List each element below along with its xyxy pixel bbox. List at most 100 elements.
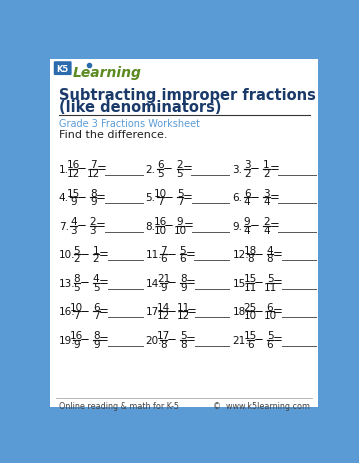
Text: =: = (273, 304, 283, 317)
Text: =: = (269, 162, 279, 175)
Text: Learning: Learning (73, 66, 142, 80)
Text: 1: 1 (93, 245, 99, 255)
Text: 14: 14 (157, 302, 170, 312)
Text: 15: 15 (244, 274, 257, 284)
Text: 21.: 21. (232, 335, 249, 345)
Text: 15: 15 (244, 331, 257, 341)
Text: =: = (96, 190, 106, 203)
Text: −: − (77, 190, 87, 203)
Text: =: = (273, 247, 283, 260)
Text: =: = (186, 332, 196, 345)
Text: −: − (79, 276, 89, 289)
Text: 8.: 8. (146, 221, 155, 231)
Text: 21: 21 (157, 274, 170, 284)
Text: 8: 8 (267, 254, 273, 264)
Text: −: − (250, 190, 260, 203)
Text: 12: 12 (67, 169, 80, 179)
Text: 7: 7 (73, 311, 80, 321)
Text: 10: 10 (244, 311, 257, 321)
Text: 5: 5 (157, 169, 164, 179)
Text: 12: 12 (87, 169, 100, 179)
Text: −: − (164, 219, 173, 232)
Text: =: = (186, 276, 196, 289)
Text: 5: 5 (180, 245, 186, 255)
Text: 5: 5 (73, 282, 80, 292)
Text: Grade 3 Fractions Worksheet: Grade 3 Fractions Worksheet (59, 119, 200, 129)
Text: 13.: 13. (59, 278, 75, 288)
Text: 9: 9 (180, 282, 187, 292)
Text: 16: 16 (67, 160, 80, 170)
Text: 5: 5 (177, 188, 183, 199)
Text: 3: 3 (263, 188, 270, 199)
Text: K5: K5 (57, 64, 69, 74)
Text: 8: 8 (180, 274, 187, 284)
Text: 6: 6 (267, 339, 273, 349)
Text: 4: 4 (93, 274, 99, 284)
Text: 1: 1 (263, 160, 270, 170)
Text: −: − (80, 304, 90, 317)
Text: Online reading & math for K-5: Online reading & math for K-5 (59, 400, 179, 410)
Text: 12: 12 (157, 311, 170, 321)
Text: 3.: 3. (232, 164, 242, 174)
Text: =: = (99, 276, 109, 289)
Text: 9: 9 (90, 197, 97, 207)
Text: =: = (183, 219, 193, 232)
Text: 25: 25 (244, 302, 257, 312)
Text: 8: 8 (247, 254, 253, 264)
Text: 6: 6 (247, 339, 253, 349)
Text: 4: 4 (267, 245, 273, 255)
Text: 16.: 16. (59, 307, 75, 316)
Text: 11: 11 (264, 282, 277, 292)
Text: 16: 16 (154, 217, 167, 227)
Text: 2: 2 (93, 254, 99, 264)
Text: 8: 8 (160, 339, 167, 349)
Text: −: − (79, 247, 89, 260)
Text: 4: 4 (263, 225, 270, 235)
Text: =: = (99, 332, 109, 345)
Text: 5: 5 (176, 169, 183, 179)
Text: 8: 8 (73, 274, 80, 284)
Text: =: = (96, 219, 106, 232)
Text: −: − (167, 276, 177, 289)
Text: 12.: 12. (232, 250, 249, 260)
Text: 18.: 18. (232, 307, 249, 316)
Text: 8: 8 (180, 339, 187, 349)
Text: 7: 7 (90, 160, 97, 170)
Text: 5: 5 (93, 282, 99, 292)
Text: 2: 2 (73, 254, 80, 264)
Text: −: − (167, 304, 177, 317)
Text: 7: 7 (93, 311, 100, 321)
Text: 9.: 9. (232, 221, 242, 231)
Text: 6: 6 (157, 160, 164, 170)
Text: 16: 16 (70, 331, 83, 341)
Text: −: − (253, 247, 263, 260)
Text: =: = (186, 304, 196, 317)
Text: 6: 6 (160, 254, 167, 264)
Text: (like denominators): (like denominators) (59, 100, 222, 114)
Text: 15: 15 (67, 188, 80, 199)
Text: 5: 5 (267, 274, 273, 284)
Text: =: = (269, 219, 279, 232)
Text: 12: 12 (177, 311, 190, 321)
Text: 2: 2 (90, 217, 96, 227)
Text: 9: 9 (244, 217, 251, 227)
Text: −: − (163, 162, 173, 175)
Text: −: − (80, 332, 90, 345)
Text: −: − (253, 304, 263, 317)
Text: 6: 6 (267, 302, 273, 312)
Text: =: = (97, 162, 106, 175)
Text: 9: 9 (160, 282, 167, 292)
Text: 5.: 5. (146, 193, 155, 203)
Text: 1.: 1. (59, 164, 69, 174)
Text: 10: 10 (154, 225, 167, 235)
Text: 3: 3 (244, 160, 251, 170)
Text: =: = (183, 190, 193, 203)
Text: 3: 3 (70, 225, 77, 235)
Text: 10: 10 (70, 302, 83, 312)
Text: =: = (99, 247, 109, 260)
Text: 5: 5 (180, 331, 187, 341)
Text: 10: 10 (264, 311, 276, 321)
Text: =: = (99, 304, 109, 317)
Text: 9: 9 (73, 339, 80, 349)
Text: 11: 11 (244, 282, 257, 292)
